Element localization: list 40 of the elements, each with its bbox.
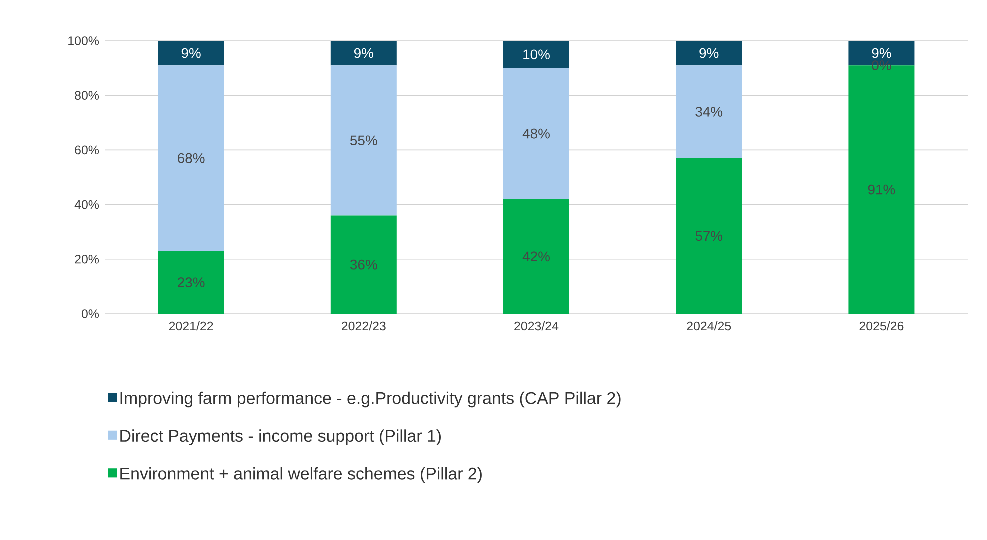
data-label: 42% <box>522 252 550 262</box>
bar <box>158 40 224 66</box>
data-label: 68% <box>178 153 205 164</box>
data-label: 9% <box>872 48 892 58</box>
bar <box>676 158 742 314</box>
legend-label: Direct Payments - income support (Pillar 1) <box>120 430 441 446</box>
bar <box>676 66 742 158</box>
y-tick-label: 100% <box>68 36 100 46</box>
data-label: 34% <box>696 107 723 117</box>
y-tick-label: 0% <box>82 310 100 318</box>
y-tick-label: 60% <box>75 146 100 155</box>
bar <box>504 199 570 314</box>
bar <box>330 216 397 314</box>
x-tick-label: 2025/26 <box>860 322 904 331</box>
bar <box>504 68 570 200</box>
data-label: 9% <box>354 48 374 58</box>
x-tick-label: 2021/22 <box>169 322 214 331</box>
data-label: 57% <box>696 231 723 242</box>
bar <box>158 251 224 314</box>
data-label: 9% <box>182 48 201 58</box>
x-tick-label: 2024/25 <box>687 322 732 331</box>
bar <box>504 40 570 68</box>
legend-label: Environment + animal welfare schemes (Pillar 2) <box>120 467 482 484</box>
data-label: 55% <box>350 136 378 146</box>
legend-label: Improving farm performance - e.g.Productivity grants (CAP Pillar 2) <box>120 392 621 408</box>
data-label: 36% <box>350 260 378 270</box>
data-label: 48% <box>522 128 550 139</box>
data-label: 10% <box>524 50 550 60</box>
data-label: 9% <box>700 48 719 58</box>
x-tick-label: 2023/24 <box>514 322 559 331</box>
x-tick-label: 2022/23 <box>342 322 386 331</box>
bar <box>158 66 224 252</box>
bar <box>330 40 397 66</box>
data-label: 91% <box>868 184 896 195</box>
bar <box>676 40 742 66</box>
bar <box>330 66 397 216</box>
y-tick-label: 80% <box>75 91 100 100</box>
data-label: 23% <box>178 278 205 288</box>
y-tick-label: 40% <box>74 200 100 210</box>
y-tick-label: 20% <box>75 254 100 264</box>
